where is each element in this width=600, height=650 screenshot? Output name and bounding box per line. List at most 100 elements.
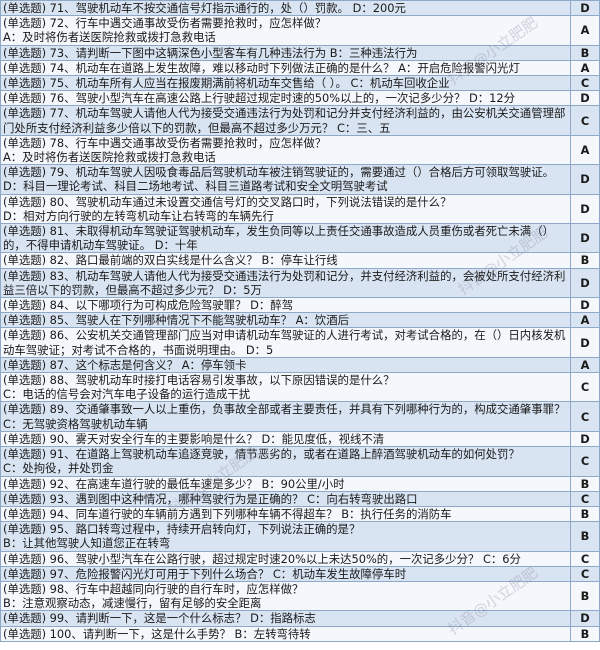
question-cell: (单选题) 80、驾驶机动车通过未设置交通信号灯的交叉路口时，下列说法错误的是什… [0, 193, 571, 225]
question-text: (单选题) 83、机动车驾驶人请他人代为接受交通违法行为处罚和记分，并支付经济利… [3, 268, 566, 297]
question-text: (单选题) 82、路口最前端的双白实线是什么含义？ [3, 253, 258, 268]
question-cell: (单选题) 94、同车道行驶的车辆前方遇到下列哪种车辆不得超车？ B：执行任务的… [0, 505, 571, 523]
table-row: (单选题) 100、请判断一下，这是什么手势？ B：左转弯待转 B [0, 625, 600, 642]
question-cell: (单选题) 78、行车中遇交通事故受伤者需要抢救时，应怎样做？ A：及时将伤者送医… [0, 134, 571, 166]
table-row: (单选题) 77、机动车驾驶人请他人代为接受交通违法行为处罚和记分并支付经济利益… [0, 105, 600, 136]
answer-text: B：左转弯待转 [234, 626, 311, 641]
table-row: (单选题) 94、同车道行驶的车辆前方遇到下列哪种车辆不得超车？ B：执行任务的… [0, 505, 600, 523]
question-text: (单选题) 93、遇到图中这种情况，哪种驾驶行为是正确的？ [3, 491, 304, 506]
table-row: (单选题) 84、以下哪项行为可构成危险驾驶罪？ D：醉驾 D [0, 297, 600, 314]
result-cell: C [570, 490, 600, 507]
answer-text: B：三种违法行为 [329, 45, 418, 60]
question-cell: (单选题) 83、机动车驾驶人请他人代为接受交通违法行为处罚和记分，并支付经济利… [0, 267, 571, 299]
answer-text: A：停车领卡 [181, 357, 247, 372]
result-cell: D [570, 193, 600, 225]
result-cell: C [570, 550, 600, 567]
answer-text: B：停车让行线 [261, 253, 338, 268]
question-text: (单选题) 99、请判断一下，这是一个什么标志？ [3, 611, 247, 626]
question-cell: (单选题) 81、未取得机动车驾驶证驾驶机动车，发生负同等以上责任交通事故造成人… [0, 223, 571, 254]
result-cell: C [570, 446, 600, 477]
question-text: (单选题) 85、驾驶人在下列哪种情况下不能驾驶机动车？ [3, 313, 292, 328]
result-cell: B [570, 580, 600, 612]
result-cell: B [570, 44, 600, 61]
question-cell: (单选题) 82、路口最前端的双白实线是什么含义？ B：停车让行线 [0, 252, 571, 269]
question-text: (单选题) 95、路口转弯过程中，持续开启转向灯，下列说法正确的是？ [3, 522, 361, 537]
question-cell: (单选题) 85、驾驶人在下列哪种情况下不能驾驶机动车？ A：饮酒后 [0, 312, 571, 329]
answer-text: D：指路标志 [250, 611, 316, 626]
question-cell: (单选题) 84、以下哪项行为可构成危险驾驶罪？ D：醉驾 [0, 297, 571, 314]
answer-text: D：200元 [352, 1, 406, 15]
result-cell: D [570, 164, 600, 195]
answer-text: B：注意观察动态，减速慢行，留有足够的安全距离 [3, 596, 262, 611]
answer-text: A：及时将伤者送医院抢救或拨打急救电话 [3, 30, 216, 45]
answer-text: D：5 [245, 342, 274, 357]
question-text: (单选题) 72、行车中遇交通事故受伤者需要抢救时，应怎样做？ [3, 16, 327, 31]
result-cell: D [570, 0, 600, 17]
question-text: (单选题) 88、驾驶机动车时接打电话容易引发事故，以下原因错误的是什么？ [3, 373, 395, 388]
table-row: (单选题) 75、机动车所有人应当在报废期满前将机动车交售给（ ）。 C：机动车… [0, 75, 600, 92]
result-cell: D [570, 223, 600, 254]
result-cell: C [570, 105, 600, 136]
answer-text: C：无驾驶资格驾驶机动车辆 [3, 416, 148, 431]
answer-text: D：十年 [154, 238, 198, 253]
answer-text: D：能见度低，视线不清 [261, 431, 385, 446]
question-cell: (单选题) 86、公安机关交通管理部门应当对申请机动车驾驶证的人进行考试，对考试… [0, 327, 571, 358]
table-row: (单选题) 90、雾天对安全行车的主要影响是什么？ D：能见度低，视线不清 D [0, 430, 600, 448]
answer-text: C：机动车回收企业 [350, 76, 450, 91]
table-row: (单选题) 95、路口转弯过程中，持续开启转向灯，下列说法正确的是？ B：让其他驾… [0, 521, 600, 552]
table-row: (单选题) 85、驾驶人在下列哪种情况下不能驾驶机动车？ A：饮酒后 A [0, 312, 600, 329]
table-row: (单选题) 86、公安机关交通管理部门应当对申请机动车驾驶证的人进行考试，对考试… [0, 327, 600, 358]
table-row: (单选题) 96、驾驶小型汽车在公路行驶，超过规定时速20%以上未达50%的，一… [0, 550, 600, 567]
question-cell: (单选题) 90、雾天对安全行车的主要影响是什么？ D：能见度低，视线不清 [0, 430, 571, 448]
result-cell: C [570, 75, 600, 92]
question-cell: (单选题) 100、请判断一下，这是什么手势？ B：左转弯待转 [0, 625, 571, 642]
question-text: (单选题) 73、请判断一下图中这辆深色小型客车有几种违法行为 [3, 45, 327, 60]
question-text: (单选题) 90、雾天对安全行车的主要影响是什么？ [3, 431, 258, 446]
answer-text: A：开启危险报警闪光灯 [398, 60, 520, 75]
table-row: (单选题) 99、请判断一下，这是一个什么标志？ D：指路标志 D [0, 610, 600, 627]
table-row: (单选题) 79、机动车驾驶人因吸食毒品后驾驶机动车被注销驾驶证的，需要通过（）… [0, 164, 600, 195]
question-text: (单选题) 76、驾驶小型汽车在高速公路上行驶超过规定时速的50%以上的，一次记… [3, 91, 466, 106]
result-cell: B [570, 625, 600, 642]
question-text: (单选题) 100、请判断一下，这是什么手势？ [3, 626, 231, 641]
result-cell: A [570, 15, 600, 46]
table-row: (单选题) 73、请判断一下图中这辆深色小型客车有几种违法行为 B：三种违法行为… [0, 44, 600, 61]
question-text: (单选题) 84、以下哪项行为可构成危险驾驶罪？ [3, 298, 247, 313]
answer-text: D：相对方向行驶的左转弯机动车让右转弯的车辆先行 [3, 208, 274, 223]
answer-text: B：执行任务的消防车 [341, 506, 452, 521]
question-text: (单选题) 92、在高速车道行驶的最低车速是多少？ [3, 476, 258, 491]
table-row: (单选题) 72、行车中遇交通事故受伤者需要抢救时，应怎样做？ A：及时将伤者送医… [0, 15, 600, 46]
answer-text: D：12分 [469, 91, 516, 106]
answer-text: B：让其他驾驶人知道您正在转弯 [3, 536, 171, 551]
question-cell: (单选题) 95、路口转弯过程中，持续开启转向灯，下列说法正确的是？ B：让其他驾… [0, 521, 571, 552]
question-cell: (单选题) 79、机动车驾驶人因吸食毒品后驾驶机动车被注销驾驶证的，需要通过（）… [0, 164, 571, 195]
table-row: (单选题) 93、遇到图中这种情况，哪种驾驶行为是正确的？ C：向右转弯驶出路口… [0, 490, 600, 507]
answer-text: B：90公里/小时 [261, 476, 345, 491]
answer-text: C：机动车发生故障停车时 [272, 566, 407, 581]
question-cell: (单选题) 72、行车中遇交通事故受伤者需要抢救时，应怎样做？ A：及时将伤者送医… [0, 15, 571, 46]
result-cell: D [570, 327, 600, 358]
question-cell: (单选题) 92、在高速车道行驶的最低车速是多少？ B：90公里/小时 [0, 475, 571, 492]
question-text: (单选题) 97、危险报警闪光灯可用于下列什么场合？ [3, 566, 270, 581]
question-cell: (单选题) 75、机动车所有人应当在报废期满前将机动车交售给（ ）。 C：机动车… [0, 75, 571, 92]
table-row: (单选题) 92、在高速车道行驶的最低车速是多少？ B：90公里/小时 B [0, 475, 600, 492]
question-cell: (单选题) 97、危险报警闪光灯可用于下列什么场合？ C：机动车发生故障停车时 [0, 565, 571, 582]
question-text: (单选题) 80、驾驶机动车通过未设置交通信号灯的交叉路口时，下列说法错误的是什… [3, 194, 452, 209]
answer-text: C：电话的信号会对汽车电子设备的运行造成干扰 [3, 387, 251, 402]
result-cell: D [570, 90, 600, 107]
question-cell: (单选题) 76、驾驶小型汽车在高速公路上行驶超过规定时速的50%以上的，一次记… [0, 90, 571, 107]
question-text: (单选题) 74、机动车在道路上发生故障，难以移动时下列做法正确的是什么？ [3, 60, 395, 75]
question-cell: (单选题) 93、遇到图中这种情况，哪种驾驶行为是正确的？ C：向右转弯驶出路口 [0, 490, 571, 507]
result-cell: D [570, 297, 600, 314]
answer-text: D：醉驾 [250, 298, 294, 313]
table-row: (单选题) 88、驾驶机动车时接打电话容易引发事故，以下原因错误的是什么？ C：电… [0, 372, 600, 403]
answer-text: A：及时将伤者送医院抢救或拨打急救电话 [3, 150, 216, 165]
result-cell: B [570, 252, 600, 269]
question-text: (单选题) 81、未取得机动车驾驶证驾驶机动车，发生负同等以上责任交通事故造成人… [3, 224, 554, 253]
answer-text: C：6分 [482, 551, 521, 566]
question-text: (单选题) 87、这个标志是何含义？ [3, 357, 179, 372]
result-cell: A [570, 134, 600, 166]
question-cell: (单选题) 98、行车中超越同向行驶的自行车时，应怎样做？ B：注意观察动态，减速… [0, 580, 571, 612]
question-cell: (单选题) 88、驾驶机动车时接打电话容易引发事故，以下原因错误的是什么？ C：电… [0, 372, 571, 403]
